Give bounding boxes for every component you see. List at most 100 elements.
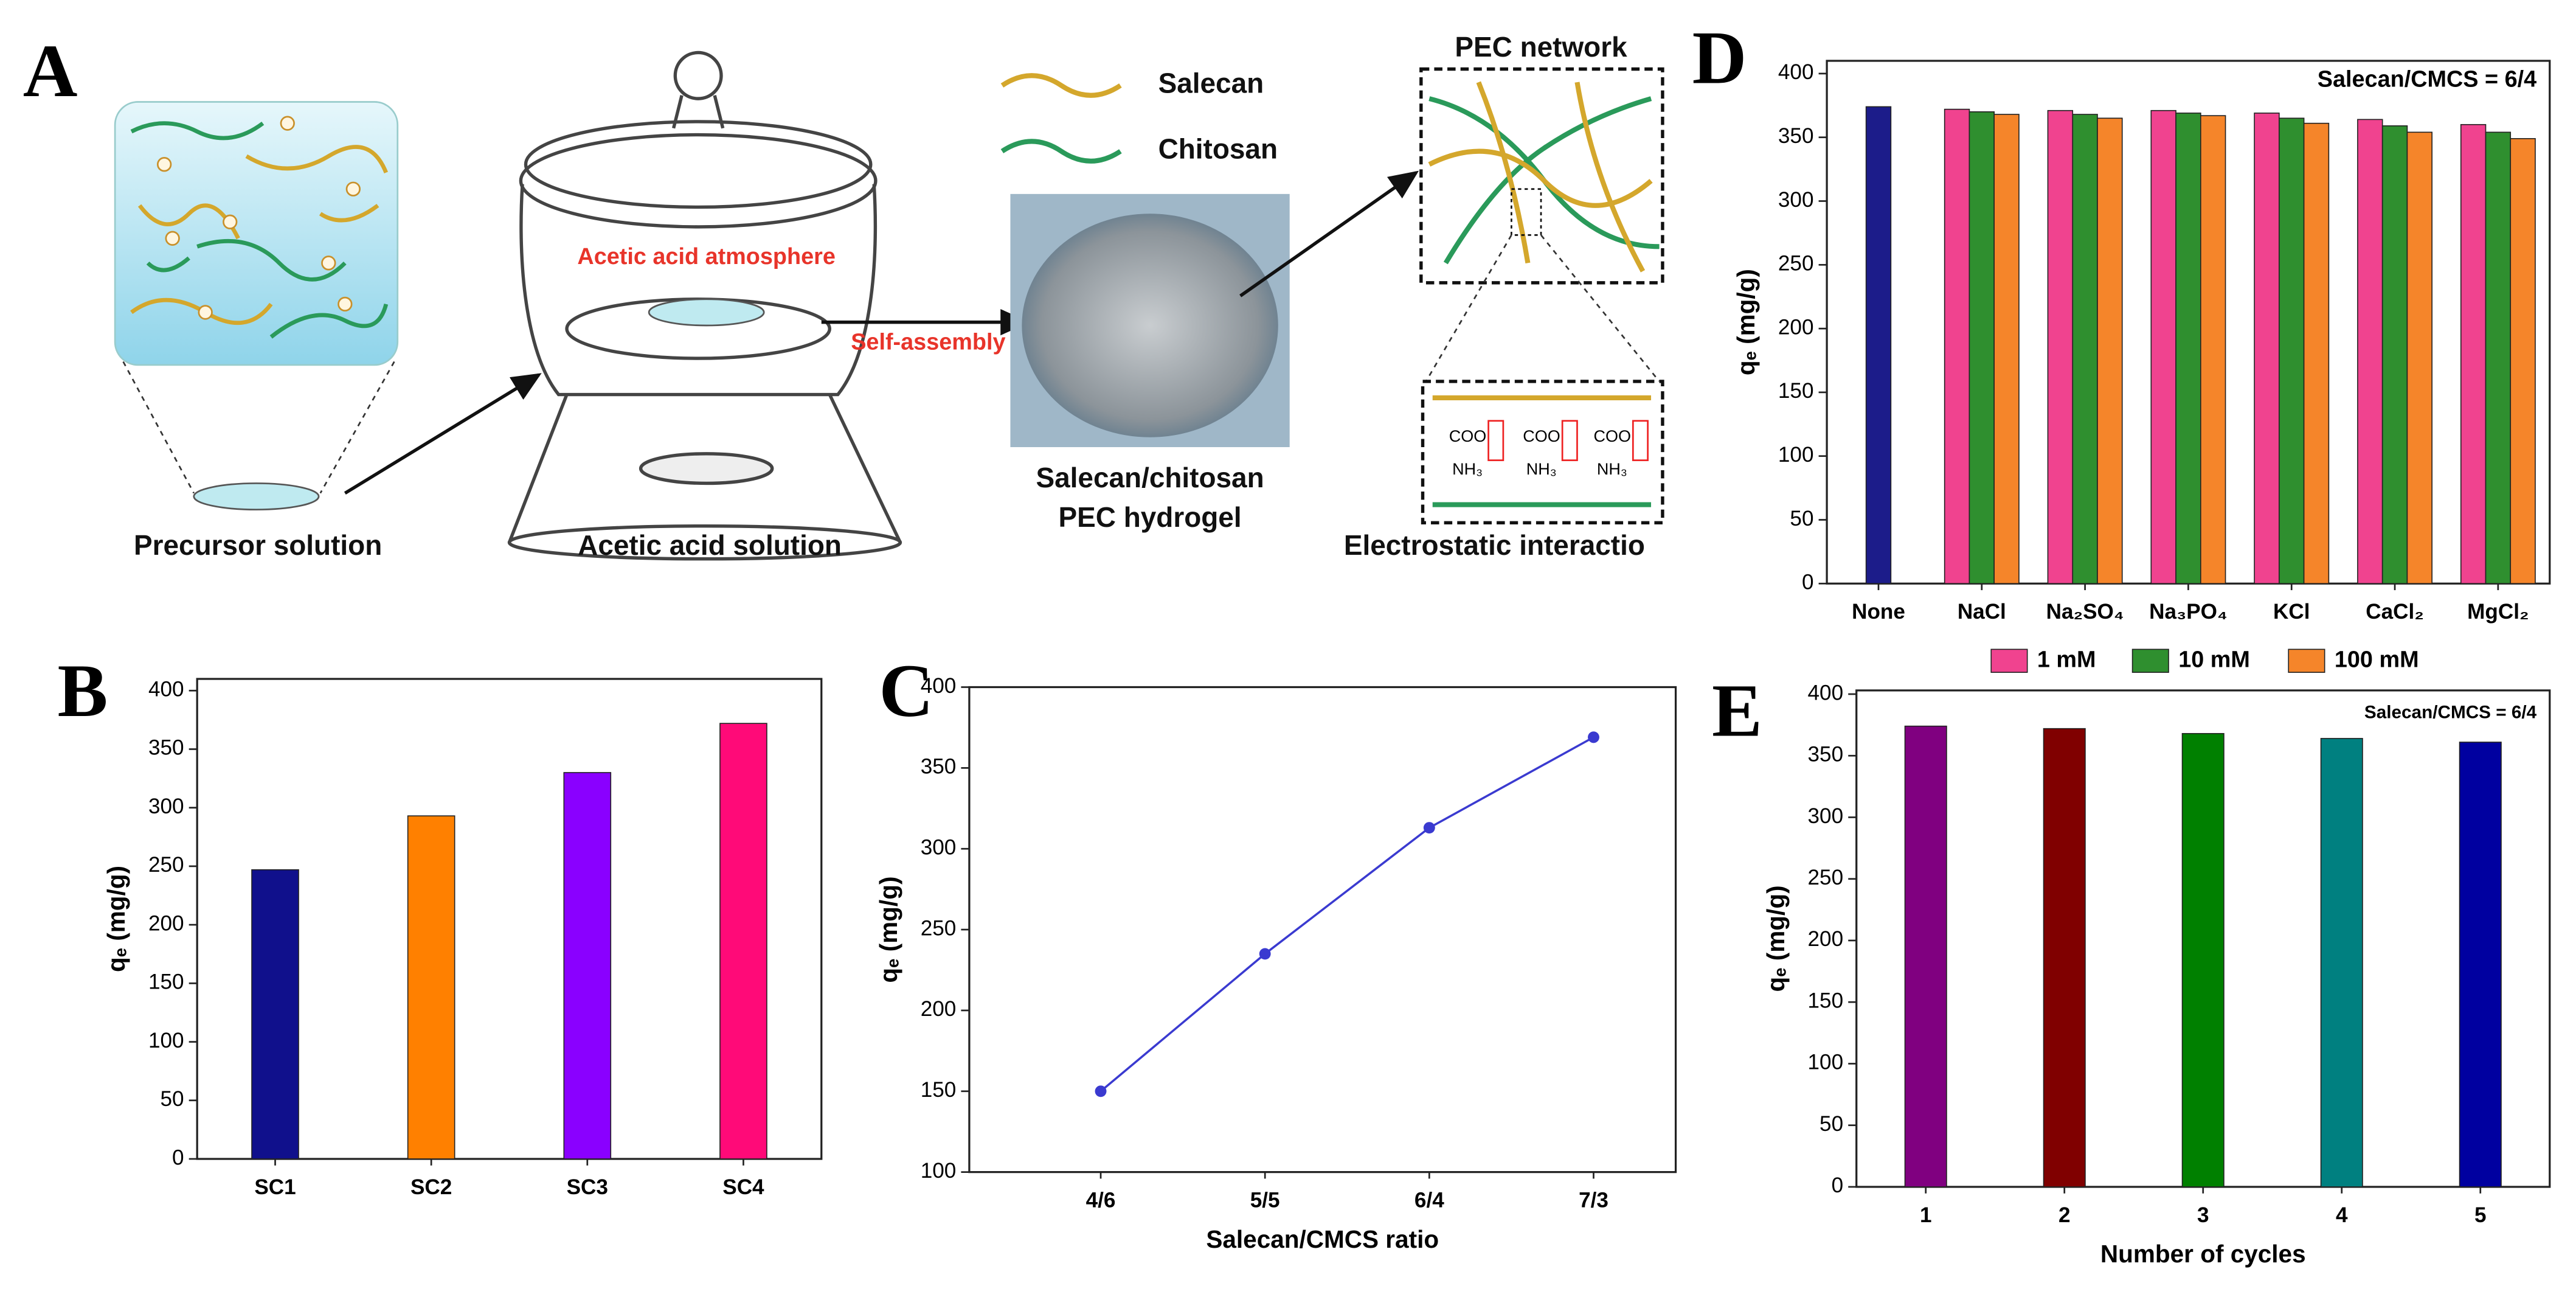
label: Salecan xyxy=(1158,68,1264,99)
label: NH₃ xyxy=(1526,460,1557,478)
y-tick-label: 300 xyxy=(148,795,184,818)
point xyxy=(1423,822,1435,834)
legend-swatch xyxy=(2131,648,2169,673)
dish xyxy=(193,482,320,511)
panel-label: A xyxy=(23,29,78,113)
y-tick-label: 250 xyxy=(1808,866,1844,889)
plot-frame xyxy=(968,686,1677,1174)
bar xyxy=(2381,125,2408,585)
bar xyxy=(2485,131,2512,585)
bar xyxy=(2043,728,2086,1187)
y-tick-label: 150 xyxy=(1808,989,1844,1012)
arrow xyxy=(1239,170,1419,297)
x-tick-label: 6/4 xyxy=(1414,1189,1444,1212)
dish xyxy=(648,298,765,327)
y-axis-title: qₑ (mg/g) xyxy=(102,866,130,972)
charges xyxy=(156,116,361,320)
bar xyxy=(2072,114,2098,585)
x-axis-title: Salecan/CMCS ratio xyxy=(1206,1225,1439,1253)
panel-label: B xyxy=(58,648,108,732)
bar xyxy=(2303,122,2330,585)
y-tick-label: 400 xyxy=(148,678,184,701)
bar xyxy=(1865,106,1892,585)
legend-swatch xyxy=(1990,648,2028,673)
x-tick-label: SC3 xyxy=(567,1175,608,1199)
y-tick-label: 150 xyxy=(148,970,184,994)
label: Acetic acid atmosphere xyxy=(577,244,835,269)
bar xyxy=(2460,123,2487,585)
bar xyxy=(407,815,455,1160)
x-tick-label: 7/3 xyxy=(1579,1189,1608,1212)
label: NH₃ xyxy=(1452,460,1483,478)
legend-label: 100 mM xyxy=(2335,647,2419,672)
zoom-lines xyxy=(1425,234,1660,382)
legend-label: 10 mM xyxy=(2178,647,2250,672)
x-tick-label: KCl xyxy=(2273,600,2310,624)
zoom-lines xyxy=(122,361,395,494)
label: Chitosan xyxy=(1158,133,1278,165)
panel-a: A Acetic acid atmosphere Self-assembly P… xyxy=(23,29,1664,561)
label: Precursor solution xyxy=(134,529,382,561)
x-axis-title: Number of cycles xyxy=(2100,1240,2306,1268)
label: Self-assembly xyxy=(851,330,1005,355)
bar xyxy=(719,723,767,1160)
legend-label: 1 mM xyxy=(2037,647,2096,672)
x-tick-label: SC4 xyxy=(722,1175,764,1199)
plot-frame xyxy=(196,678,823,1160)
bar xyxy=(2406,131,2433,585)
x-tick-label: 4 xyxy=(2336,1203,2348,1227)
bar xyxy=(2254,113,2280,585)
y-tick-label: 250 xyxy=(921,916,957,940)
y-tick-label: 400 xyxy=(1808,681,1844,704)
x-tick-label: 5/5 xyxy=(1250,1189,1280,1212)
y-tick-label: 200 xyxy=(921,997,957,1021)
x-tick-label: SC1 xyxy=(254,1175,296,1199)
zoom-box xyxy=(1511,188,1542,236)
groups: COO COO COO NH₃ NH₃ NH₃ xyxy=(1449,420,1649,478)
x-tick-label: None xyxy=(1852,600,1905,624)
y-tick-label: 200 xyxy=(1808,927,1844,951)
bar xyxy=(2150,110,2176,585)
chains xyxy=(130,121,389,339)
annotation: Salecan/CMCS = 6/4 xyxy=(2364,703,2537,723)
y-axis-title: qₑ (mg/g) xyxy=(1732,269,1760,375)
y-tick-label: 50 xyxy=(1819,1112,1843,1136)
y-tick-label: 0 xyxy=(1832,1174,1844,1197)
y-tick-label: 400 xyxy=(1778,60,1814,84)
label: NH₃ xyxy=(1597,460,1627,478)
bar xyxy=(2357,119,2383,585)
bar xyxy=(1904,725,1947,1187)
label: COO xyxy=(1523,427,1560,445)
y-tick-label: 200 xyxy=(148,911,184,935)
x-tick-label: CaCl₂ xyxy=(2366,600,2424,624)
y-tick-label: 250 xyxy=(1778,252,1814,276)
legend-swatch xyxy=(2288,648,2325,673)
x-tick-label: 3 xyxy=(2197,1203,2209,1227)
bar xyxy=(2175,113,2201,585)
y-axis-title: qₑ (mg/g) xyxy=(874,877,902,983)
y-tick-label: 100 xyxy=(1808,1051,1844,1074)
y-tick-label: 200 xyxy=(1778,315,1814,339)
y-tick-label: 300 xyxy=(1808,804,1844,828)
point xyxy=(1259,948,1271,960)
x-tick-label: 1 xyxy=(1920,1203,1932,1227)
bar xyxy=(1968,111,1995,585)
line xyxy=(1099,736,1594,1093)
y-tick-label: 300 xyxy=(1778,188,1814,212)
y-tick-label: 100 xyxy=(1778,443,1814,467)
panel-label: D xyxy=(1692,16,1747,100)
y-tick-label: 400 xyxy=(921,674,957,698)
annotation: Salecan/CMCS = 6/4 xyxy=(2318,66,2536,92)
hydrogel xyxy=(1022,214,1278,437)
x-tick-label: SC2 xyxy=(410,1175,452,1199)
x-tick-label: 4/6 xyxy=(1086,1189,1116,1212)
y-tick-label: 350 xyxy=(921,755,957,779)
label: PEC network xyxy=(1455,31,1627,63)
network xyxy=(1428,81,1660,273)
bar xyxy=(2047,110,2074,585)
label: Acetic acid solution xyxy=(578,529,842,561)
x-tick-label: Na₂SO₄ xyxy=(2046,600,2124,624)
y-tick-label: 0 xyxy=(1802,571,1814,594)
y-tick-label: 50 xyxy=(1790,507,1813,530)
